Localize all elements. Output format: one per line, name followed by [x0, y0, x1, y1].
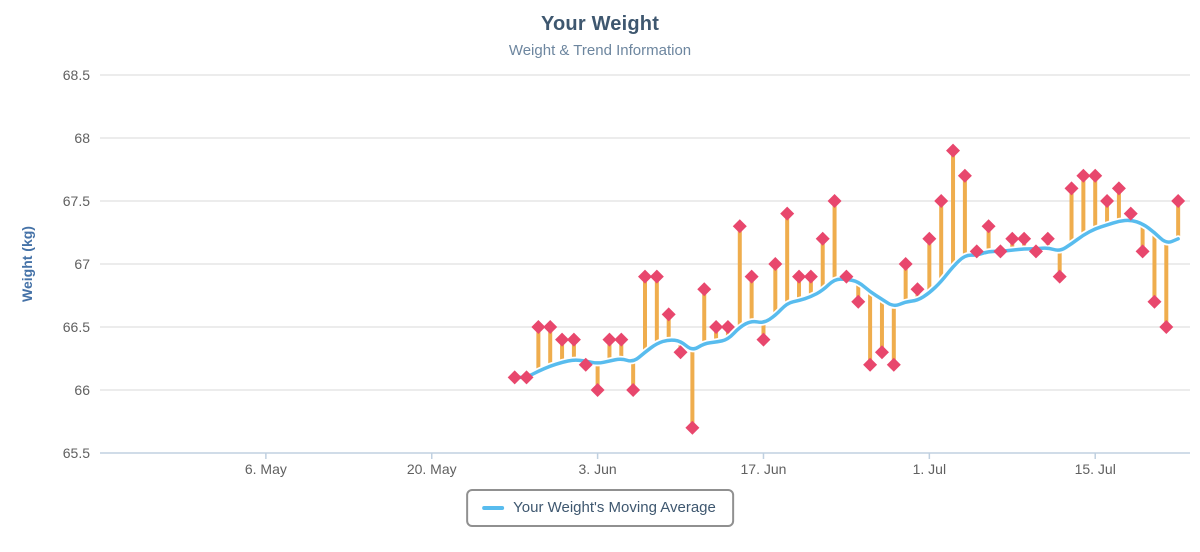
- y-axis-tick-label: 67: [74, 256, 90, 272]
- weight-point[interactable]: [1076, 168, 1091, 183]
- weight-point[interactable]: [993, 244, 1008, 259]
- weight-point[interactable]: [661, 307, 676, 322]
- weight-point[interactable]: [578, 357, 593, 372]
- moving-average-halo: [511, 216, 1182, 381]
- weight-point[interactable]: [922, 231, 937, 246]
- y-axis-tick-label: 68: [74, 130, 90, 146]
- weight-point[interactable]: [792, 269, 807, 284]
- weight-point[interactable]: [969, 244, 984, 259]
- weight-point[interactable]: [685, 420, 700, 435]
- weight-point[interactable]: [780, 206, 795, 221]
- weight-point[interactable]: [1064, 181, 1079, 196]
- weight-point[interactable]: [1147, 294, 1162, 309]
- weight-point[interactable]: [590, 383, 605, 397]
- weight-point[interactable]: [732, 219, 747, 234]
- x-axis-tick-label: 17. Jun: [740, 461, 787, 477]
- weight-point[interactable]: [1088, 168, 1103, 183]
- chart-title: Your Weight: [540, 13, 660, 35]
- x-axis-tick-label: 6. May: [244, 461, 287, 477]
- weight-point[interactable]: [614, 332, 629, 347]
- weight-point[interactable]: [910, 282, 925, 297]
- weight-point[interactable]: [673, 345, 688, 360]
- y-axis-tick-label: 67.5: [62, 193, 90, 209]
- x-axis-tick-label: 20. May: [406, 461, 457, 477]
- weight-point[interactable]: [1111, 181, 1126, 196]
- moving-average-line: [512, 218, 1180, 380]
- legend[interactable]: Your Weight's Moving Average: [466, 489, 734, 527]
- weight-point[interactable]: [531, 320, 546, 334]
- weight-point[interactable]: [744, 269, 759, 284]
- weight-point[interactable]: [957, 168, 972, 183]
- y-axis-tick-label: 65.5: [62, 445, 90, 461]
- weight-point[interactable]: [638, 269, 652, 284]
- weight-point[interactable]: [697, 282, 712, 297]
- weight-point[interactable]: [803, 269, 818, 284]
- x-axis-tick-label: 3. Jun: [578, 461, 617, 477]
- x-axis-tick-label: 15. Jul: [1074, 461, 1116, 477]
- weight-point[interactable]: [839, 269, 854, 284]
- weight-point[interactable]: [1052, 269, 1067, 284]
- weight-point[interactable]: [709, 320, 724, 334]
- weight-point[interactable]: [1028, 244, 1043, 259]
- y-axis-tick-label: 66.5: [62, 319, 90, 335]
- moving-average-line-swatch: [482, 505, 505, 510]
- weight-point[interactable]: [555, 332, 570, 347]
- weight-point[interactable]: [602, 332, 617, 347]
- weight-point[interactable]: [507, 370, 522, 385]
- weight-point[interactable]: [1005, 231, 1020, 246]
- weight-point[interactable]: [1100, 194, 1115, 208]
- weight-point[interactable]: [720, 320, 735, 334]
- weight-point[interactable]: [981, 219, 996, 234]
- weight-point[interactable]: [626, 383, 641, 397]
- weight-point[interactable]: [756, 332, 771, 347]
- chart-subtitle: Weight & Trend Information: [508, 42, 692, 59]
- weight-point[interactable]: [1017, 231, 1032, 246]
- weight-point[interactable]: [768, 257, 783, 271]
- weight-point[interactable]: [1123, 206, 1138, 221]
- weight-point[interactable]: [1171, 194, 1186, 208]
- weight-point[interactable]: [946, 143, 961, 158]
- weight-point[interactable]: [898, 257, 913, 271]
- weight-point[interactable]: [1135, 244, 1150, 259]
- weight-point[interactable]: [543, 320, 558, 334]
- y-axis-tick-label: 68.5: [62, 67, 90, 83]
- weight-point[interactable]: [886, 357, 901, 372]
- weight-point[interactable]: [851, 294, 866, 309]
- weight-point[interactable]: [934, 194, 949, 208]
- weight-point[interactable]: [815, 231, 830, 246]
- legend-label: Your Weight's Moving Average: [513, 499, 716, 516]
- y-axis-tick-label: 66: [74, 382, 90, 398]
- weight-point[interactable]: [863, 357, 878, 372]
- weight-point[interactable]: [827, 194, 842, 208]
- weight-point[interactable]: [1040, 231, 1055, 246]
- weight-point[interactable]: [519, 370, 534, 385]
- weight-point[interactable]: [1159, 320, 1174, 334]
- x-axis-tick-label: 1. Jul: [912, 461, 947, 477]
- weight-point[interactable]: [649, 269, 664, 284]
- weight-point[interactable]: [874, 345, 889, 360]
- weight-point[interactable]: [566, 332, 581, 347]
